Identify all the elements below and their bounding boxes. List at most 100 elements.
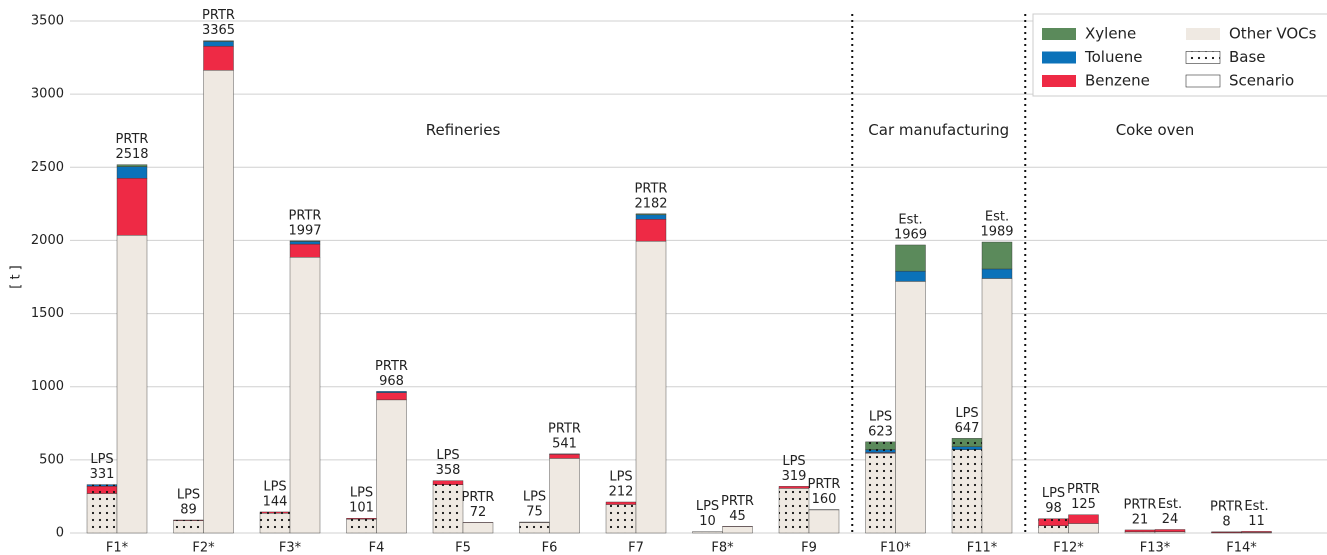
bar-total-label: 1989 bbox=[980, 225, 1013, 240]
y-tick-label: 1500 bbox=[31, 306, 64, 321]
base-hatch bbox=[606, 501, 636, 533]
bar-source-label: LPS bbox=[263, 479, 286, 494]
bar-segment bbox=[808, 509, 840, 534]
y-tick-label: 2000 bbox=[31, 233, 64, 248]
bar-source-label: LPS bbox=[1042, 486, 1065, 501]
x-tick-label: F2* bbox=[192, 541, 215, 555]
bar-total-label: 98 bbox=[1045, 501, 1062, 516]
bar-segment bbox=[635, 214, 667, 220]
y-tick-label: 3000 bbox=[31, 87, 64, 102]
bar-total-label: 75 bbox=[526, 505, 543, 520]
base-hatch bbox=[779, 486, 809, 533]
bar-segment bbox=[116, 164, 148, 167]
bar-source-label: PRTR bbox=[375, 359, 408, 374]
y-tick-label: 1000 bbox=[31, 379, 64, 394]
x-tick-label: F13* bbox=[1140, 541, 1171, 555]
bar-segment bbox=[376, 391, 407, 393]
bar-segment bbox=[1154, 529, 1186, 532]
base-hatch bbox=[260, 511, 290, 533]
base-hatch bbox=[87, 484, 117, 533]
base-hatch bbox=[952, 438, 982, 533]
y-tick-label: 3500 bbox=[31, 14, 64, 29]
bar-segment bbox=[203, 41, 234, 47]
bar-segment bbox=[289, 241, 321, 245]
bar-total-label: 21 bbox=[1132, 512, 1149, 527]
bar-source-label: LPS bbox=[90, 452, 113, 467]
y-tick-label: 500 bbox=[39, 452, 64, 467]
bar-source-label: PRTR bbox=[202, 8, 235, 23]
bar-total-label: 647 bbox=[955, 421, 980, 436]
base-hatch bbox=[519, 522, 550, 533]
bar-total-label: 2182 bbox=[634, 196, 667, 211]
bar-total-label: 24 bbox=[1162, 512, 1179, 527]
x-tick-label: F3* bbox=[279, 541, 302, 555]
bar-source-label: LPS bbox=[436, 448, 459, 463]
bar-total-label: 8 bbox=[1222, 514, 1230, 529]
bar-total-label: 212 bbox=[609, 484, 634, 499]
bar-source-label: LPS bbox=[177, 487, 200, 502]
legend-swatch bbox=[1185, 51, 1221, 64]
y-tick-label: 0 bbox=[56, 526, 64, 541]
base-hatch bbox=[433, 480, 463, 533]
x-tick-label: F12* bbox=[1053, 541, 1084, 555]
legend-swatch bbox=[1042, 75, 1076, 87]
bar-segment bbox=[635, 213, 667, 216]
bar-segment bbox=[289, 240, 321, 242]
x-tick-label: F8* bbox=[711, 541, 734, 555]
x-tick-label: F9 bbox=[801, 541, 817, 555]
bar-total-label: 968 bbox=[379, 374, 404, 389]
bar-segment bbox=[203, 70, 234, 534]
bar-segment bbox=[635, 240, 667, 534]
bar-segment bbox=[635, 219, 667, 242]
x-tick-label: F11* bbox=[967, 541, 998, 555]
bar-segment bbox=[722, 526, 753, 534]
legend-swatch bbox=[1042, 51, 1076, 64]
bar-source-label: Est. bbox=[898, 212, 922, 227]
bar-segment bbox=[376, 399, 407, 534]
section-label: Coke oven bbox=[1116, 121, 1195, 139]
base-hatch bbox=[692, 531, 723, 533]
x-tick-label: F6 bbox=[542, 541, 558, 555]
x-tick-label: F1* bbox=[106, 541, 129, 555]
bar-segment bbox=[981, 268, 1013, 279]
bar-source-label: PRTR bbox=[116, 132, 149, 147]
bar-segment bbox=[462, 522, 494, 534]
bar-source-label: Est. bbox=[985, 210, 1009, 225]
bar-source-label: Est. bbox=[1158, 497, 1182, 512]
bar-source-label: LPS bbox=[609, 469, 632, 484]
bar-total-label: 1997 bbox=[288, 223, 321, 238]
bar-total-label: 3365 bbox=[202, 23, 235, 38]
bar-total-label: 319 bbox=[782, 469, 807, 484]
bar-segment bbox=[895, 244, 926, 272]
legend-label: Benzene bbox=[1085, 72, 1150, 90]
bar-segment bbox=[1241, 531, 1272, 533]
bar-total-label: 541 bbox=[552, 436, 577, 451]
bar-total-label: 358 bbox=[436, 463, 461, 478]
legend-box bbox=[1032, 13, 1327, 97]
section-label: Car manufacturing bbox=[868, 121, 1009, 139]
x-tick-label: F4 bbox=[369, 541, 385, 555]
bar-total-label: 331 bbox=[90, 467, 115, 482]
base-hatch bbox=[865, 441, 896, 533]
base-hatch bbox=[1211, 531, 1242, 533]
legend-swatch bbox=[1185, 74, 1221, 88]
legend-label: Scenario bbox=[1229, 72, 1294, 90]
bar-source-label: LPS bbox=[523, 490, 546, 505]
bar-segment bbox=[116, 235, 148, 534]
bar-source-label: LPS bbox=[955, 406, 978, 421]
y-axis-label: [ t ] bbox=[9, 265, 24, 289]
bar-total-label: 160 bbox=[812, 492, 837, 507]
bar-source-label: PRTR bbox=[1067, 482, 1100, 497]
bar-segment bbox=[981, 241, 1013, 270]
bar-segment bbox=[203, 40, 234, 42]
x-tick-label: F7 bbox=[628, 541, 644, 555]
x-tick-label: F5 bbox=[455, 541, 471, 555]
bar-total-label: 101 bbox=[349, 501, 374, 516]
bar-segment bbox=[376, 392, 407, 401]
bar-source-label: PRTR bbox=[289, 208, 322, 223]
bar-total-label: 125 bbox=[1071, 497, 1096, 512]
base-hatch bbox=[1038, 518, 1069, 533]
x-tick-label: F14* bbox=[1226, 541, 1257, 555]
bar-total-label: 623 bbox=[868, 424, 893, 439]
